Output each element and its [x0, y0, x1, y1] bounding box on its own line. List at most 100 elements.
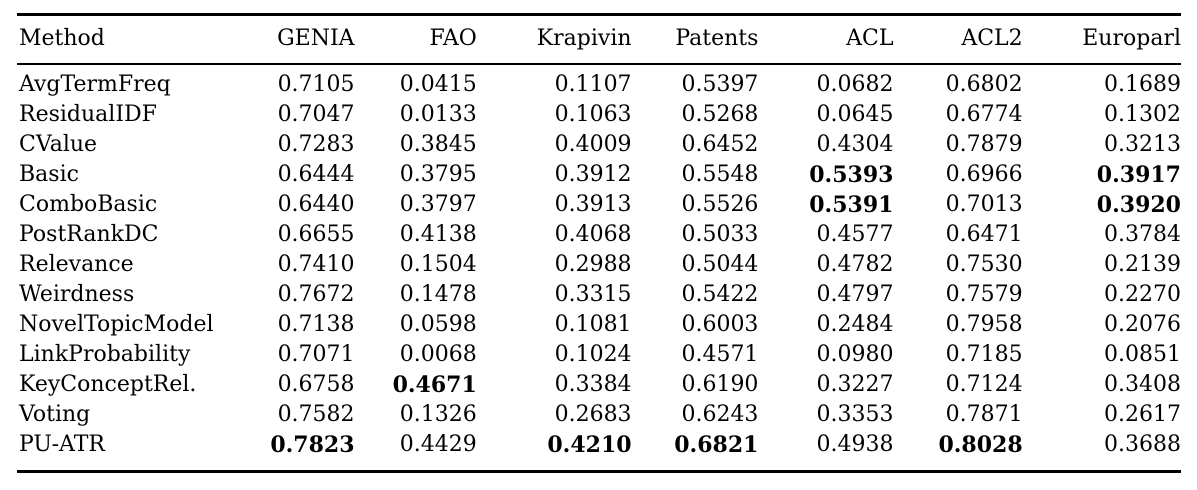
table-row: Weirdness 0.7672 0.1478 0.3315 0.5422 0.4797 0…	[17, 280, 1181, 310]
value-cell-patents: 0.6003	[681, 312, 759, 337]
value-cell-europarl: 0.2139	[1104, 252, 1181, 277]
value-cell-krapivin: 0.4009	[554, 132, 632, 157]
value-cell-genia: 0.6440	[277, 192, 355, 217]
value-cell-genia: 0.7823	[270, 432, 355, 458]
value-cell-fao: 0.4429	[399, 432, 477, 457]
value-cell-patents: 0.6243	[681, 402, 759, 427]
value-cell-krapivin: 0.4068	[554, 222, 632, 247]
value-cell-acl: 0.2484	[816, 312, 894, 337]
method-cell: LinkProbability	[19, 342, 191, 367]
table-row: KeyConceptRel. 0.6758 0.4671 0.3384 0.6190 0.…	[17, 370, 1181, 400]
value-cell-acl2: 0.6966	[945, 162, 1023, 187]
value-cell-europarl: 0.1302	[1104, 102, 1181, 127]
value-cell-patents: 0.4571	[681, 342, 759, 367]
value-cell-genia: 0.7138	[277, 312, 355, 337]
value-cell-patents: 0.5397	[681, 72, 759, 97]
value-cell-acl: 0.3227	[816, 372, 894, 397]
value-cell-europarl: 0.3920	[1096, 192, 1181, 218]
value-cell-fao: 0.3797	[399, 192, 477, 217]
value-cell-patents: 0.5044	[681, 252, 759, 277]
value-cell-patents: 0.5033	[681, 222, 759, 247]
value-cell-patents: 0.5548	[681, 162, 759, 187]
value-cell-europarl: 0.3408	[1104, 372, 1181, 397]
value-cell-europarl: 0.3784	[1104, 222, 1181, 247]
value-cell-patents: 0.5268	[681, 102, 759, 127]
value-cell-fao: 0.1326	[399, 402, 477, 427]
value-cell-genia: 0.6444	[277, 162, 355, 187]
value-cell-acl: 0.3353	[816, 402, 894, 427]
value-cell-patents: 0.6190	[681, 372, 759, 397]
value-cell-genia: 0.6758	[277, 372, 355, 397]
method-cell: Weirdness	[19, 282, 135, 307]
method-cell: NovelTopicModel	[19, 312, 214, 337]
value-cell-acl: 0.4577	[816, 222, 894, 247]
value-cell-fao: 0.1504	[399, 252, 477, 277]
value-cell-krapivin: 0.1081	[554, 312, 632, 337]
method-cell: ResidualIDF	[19, 102, 157, 127]
value-cell-acl2: 0.7530	[945, 252, 1023, 277]
method-cell: PostRankDC	[19, 222, 159, 247]
column-header-acl2: ACL2	[893, 14, 1023, 65]
column-header-genia: GENIA	[226, 14, 355, 65]
value-cell-europarl: 0.3688	[1104, 432, 1181, 457]
value-cell-krapivin: 0.1063	[554, 102, 632, 127]
method-cell: ComboBasic	[19, 192, 158, 217]
value-cell-krapivin: 0.3384	[554, 372, 632, 397]
value-cell-krapivin: 0.1107	[554, 72, 632, 97]
column-header-patents: Patents	[631, 14, 759, 65]
value-cell-genia: 0.7410	[277, 252, 355, 277]
value-cell-europarl: 0.3213	[1104, 132, 1181, 157]
column-header-europarl: Europarl	[1022, 14, 1181, 65]
table-row: Voting 0.7582 0.1326 0.2683 0.6243 0.3353 0.78…	[17, 400, 1181, 430]
value-cell-fao: 0.1478	[399, 282, 477, 307]
value-cell-krapivin: 0.3912	[554, 162, 632, 187]
value-cell-acl2: 0.7185	[945, 342, 1023, 367]
value-cell-europarl: 0.3917	[1096, 162, 1181, 188]
value-cell-acl: 0.4304	[816, 132, 894, 157]
value-cell-patents: 0.5526	[681, 192, 759, 217]
table-row: ResidualIDF 0.7047 0.0133 0.1063 0.5268 0.064…	[17, 100, 1181, 130]
value-cell-genia: 0.7047	[277, 102, 355, 127]
value-cell-krapivin: 0.3913	[554, 192, 632, 217]
value-cell-fao: 0.3845	[399, 132, 477, 157]
value-cell-patents: 0.6821	[674, 432, 759, 458]
value-cell-acl: 0.4938	[816, 432, 894, 457]
table-row: CValue 0.7283 0.3845 0.4009 0.6452 0.4304 0.78…	[17, 130, 1181, 160]
column-header-method: Method	[17, 14, 227, 65]
table-row: PU-ATR 0.7823 0.4429 0.4210 0.6821 0.4938 0.80…	[17, 430, 1181, 472]
value-cell-genia: 0.6655	[277, 222, 355, 247]
value-cell-fao: 0.0068	[399, 342, 477, 367]
value-cell-europarl: 0.2270	[1104, 282, 1181, 307]
value-cell-acl: 0.5393	[809, 162, 894, 188]
value-cell-genia: 0.7071	[277, 342, 355, 367]
value-cell-krapivin: 0.1024	[554, 342, 632, 367]
table-row: AvgTermFreq 0.7105 0.0415 0.1107 0.5397 0.068…	[17, 64, 1181, 100]
value-cell-krapivin: 0.2988	[554, 252, 632, 277]
value-cell-patents: 0.5422	[681, 282, 759, 307]
table-row: ComboBasic 0.6440 0.3797 0.3913 0.5526 0.5391…	[17, 190, 1181, 220]
value-cell-acl2: 0.7871	[945, 402, 1023, 427]
table-header-row: Method GENIA FAO Krapivin Patents ACL ACL2 Euro…	[17, 14, 1181, 65]
value-cell-acl2: 0.7013	[945, 192, 1023, 217]
value-cell-acl: 0.4782	[816, 252, 894, 277]
value-cell-europarl: 0.1689	[1104, 72, 1181, 97]
value-cell-genia: 0.7582	[277, 402, 355, 427]
value-cell-fao: 0.4671	[392, 372, 477, 398]
table-row: NovelTopicModel 0.7138 0.0598 0.1081 0.6003 0…	[17, 310, 1181, 340]
value-cell-europarl: 0.0851	[1104, 342, 1181, 367]
method-cell: Voting	[19, 402, 91, 427]
value-cell-acl2: 0.7124	[945, 372, 1023, 397]
value-cell-krapivin: 0.4210	[547, 432, 632, 458]
value-cell-patents: 0.6452	[681, 132, 759, 157]
method-cell: CValue	[19, 132, 98, 157]
value-cell-acl2: 0.6802	[945, 72, 1023, 97]
value-cell-krapivin: 0.3315	[554, 282, 632, 307]
results-table: Method GENIA FAO Krapivin Patents ACL ACL2 Euro…	[17, 13, 1181, 473]
value-cell-genia: 0.7105	[277, 72, 355, 97]
value-cell-genia: 0.7672	[277, 282, 355, 307]
method-cell: AvgTermFreq	[19, 72, 171, 97]
table-row: Relevance 0.7410 0.1504 0.2988 0.5044 0.4782 0…	[17, 250, 1181, 280]
value-cell-europarl: 0.2076	[1104, 312, 1181, 337]
value-cell-fao: 0.0133	[399, 102, 477, 127]
table-row: Basic 0.6444 0.3795 0.3912 0.5548 0.5393 0.696…	[17, 160, 1181, 190]
